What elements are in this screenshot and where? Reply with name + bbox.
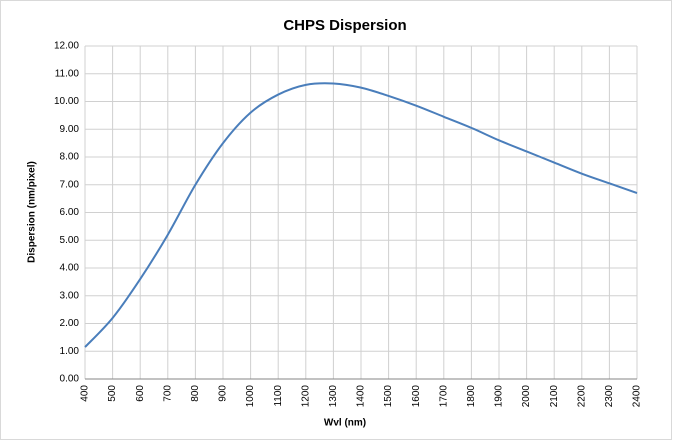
x-tick-label: 2200 xyxy=(576,385,587,408)
x-tick-label: 1000 xyxy=(245,385,256,408)
data-line xyxy=(84,82,638,348)
x-tick-label: 1200 xyxy=(300,385,311,408)
y-tick-label: 6.00 xyxy=(60,207,80,218)
x-axis-label: Wvl (nm) xyxy=(324,418,366,429)
x-tick-label: 2100 xyxy=(549,385,560,408)
x-tick-label: 400 xyxy=(80,385,91,402)
x-tick-label: 1500 xyxy=(383,385,394,408)
x-tick-label: 900 xyxy=(218,385,229,402)
y-tick-label: 12.00 xyxy=(54,41,79,52)
x-tick-label: 600 xyxy=(135,385,146,402)
y-tick-label: 7.00 xyxy=(60,179,80,190)
y-tick-label: 8.00 xyxy=(60,152,80,163)
y-axis-label: Dispersion (nm/pixel) xyxy=(27,161,38,263)
x-tick-label: 500 xyxy=(107,385,118,402)
x-tick-label: 1800 xyxy=(466,385,477,408)
x-tick-label: 2300 xyxy=(604,385,615,408)
x-tick-label: 1400 xyxy=(356,385,367,408)
x-tick-label: 1100 xyxy=(273,385,284,407)
y-tick-label: 9.00 xyxy=(60,124,80,135)
chart-title: CHPS Dispersion xyxy=(283,17,406,34)
y-tick-label: 1.00 xyxy=(60,346,80,357)
y-tick-label: 4.00 xyxy=(60,263,80,274)
x-tick-label: 1300 xyxy=(328,385,339,408)
x-tick-label: 700 xyxy=(162,385,173,402)
x-tick-label: 1900 xyxy=(494,385,505,408)
y-tick-label: 3.00 xyxy=(60,290,80,301)
y-tick-label: 2.00 xyxy=(60,318,80,329)
x-tick-label: 800 xyxy=(190,385,201,402)
y-tick-label: 0.00 xyxy=(60,374,80,385)
x-tick-label: 1600 xyxy=(411,385,422,408)
x-tick-label: 2000 xyxy=(521,385,532,408)
y-tick-label: 5.00 xyxy=(60,235,80,246)
x-tick-label: 1700 xyxy=(438,385,449,408)
y-tick-label: 11.00 xyxy=(55,68,80,79)
x-tick-label: 2400 xyxy=(632,385,643,408)
y-tick-label: 10.00 xyxy=(54,96,79,107)
